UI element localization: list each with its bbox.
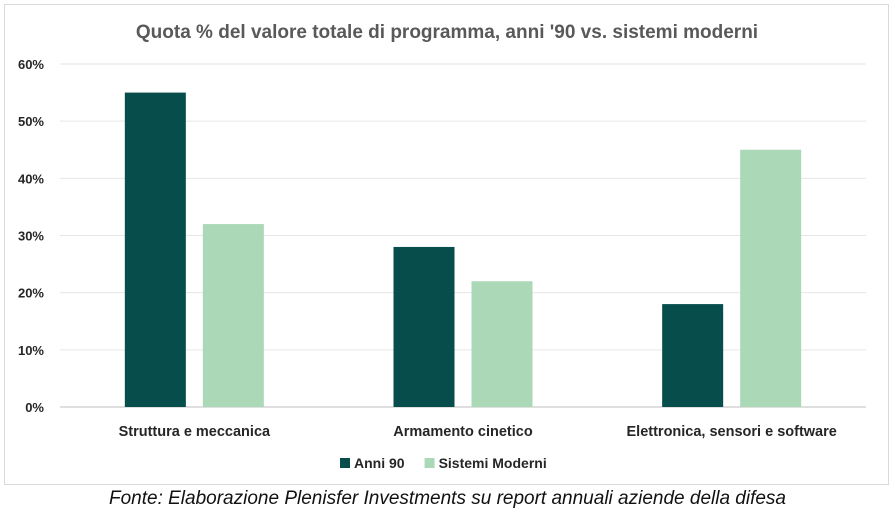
legend: Anni 90 Sistemi Moderni <box>340 455 547 471</box>
x-axis: Struttura e meccanica Armamento cinetico E… <box>119 424 837 440</box>
source-caption: Fonte: Elaborazione Plenisfer Investment… <box>108 488 786 509</box>
y-tick-label: 0% <box>25 400 44 415</box>
legend-swatch <box>424 458 435 468</box>
y-tick-label: 20% <box>18 286 44 301</box>
chart-title: Quota % del valore totale di programma, … <box>136 22 758 43</box>
legend-item: Anni 90 <box>340 455 405 471</box>
bar <box>740 149 802 407</box>
bars <box>124 92 802 407</box>
category-label: Elettronica, sensori e software <box>627 424 837 440</box>
y-tick-label: 50% <box>18 114 44 129</box>
y-tick-label: 10% <box>18 343 44 358</box>
legend-label: Sistemi Moderni <box>439 455 547 471</box>
legend-swatch <box>340 458 350 468</box>
category-label: Struttura e meccanica <box>119 424 271 440</box>
y-tick-label: 60% <box>18 57 44 72</box>
y-tick-label: 30% <box>18 229 44 244</box>
bar <box>202 224 264 407</box>
legend-item: Sistemi Moderni <box>424 455 547 471</box>
bar <box>662 304 724 407</box>
gridlines <box>60 63 866 408</box>
y-tick-label: 40% <box>18 171 44 186</box>
category-label: Armamento cinetico <box>393 424 533 440</box>
bar-chart: Quota % del valore totale di programma, … <box>18 22 866 471</box>
bar <box>124 92 186 407</box>
bar <box>393 246 455 407</box>
y-axis: 0% 10% 20% 30% 40% 50% 60% <box>18 57 44 415</box>
bar <box>471 281 533 407</box>
legend-label: Anni 90 <box>354 455 405 471</box>
